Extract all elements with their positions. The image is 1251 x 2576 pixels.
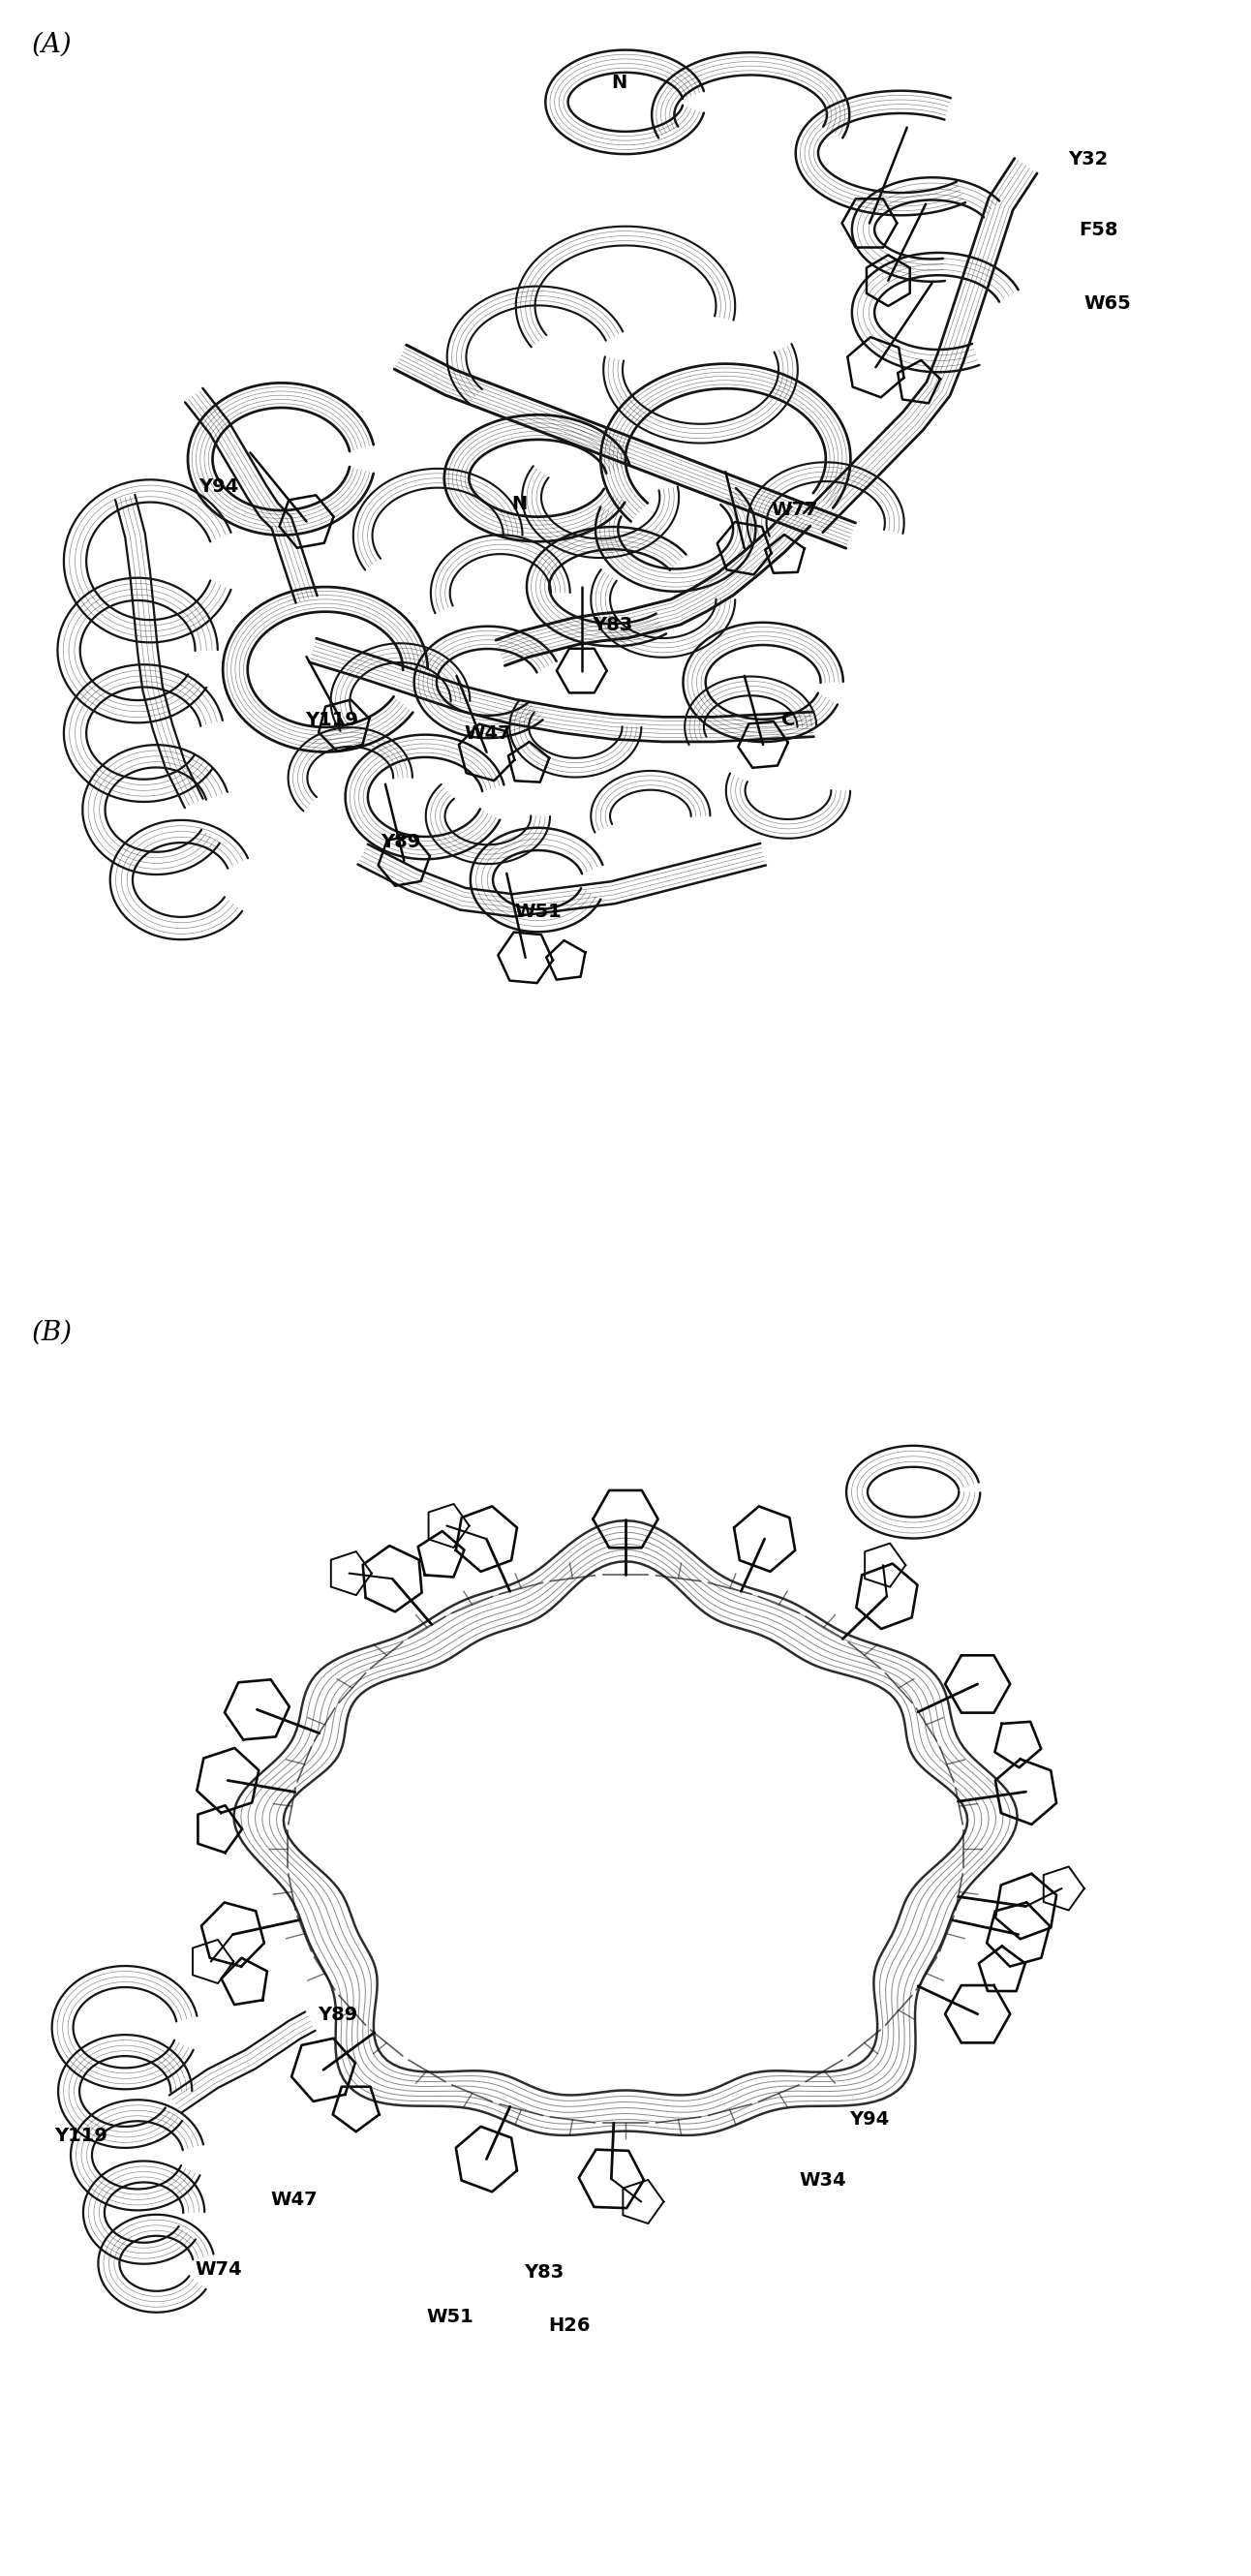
Text: W47: W47 xyxy=(464,724,512,742)
Text: Y83: Y83 xyxy=(593,616,633,634)
Text: Y89: Y89 xyxy=(318,2007,358,2025)
Text: Y32: Y32 xyxy=(1068,149,1108,167)
Text: Y94: Y94 xyxy=(849,2110,889,2128)
Text: W77: W77 xyxy=(771,500,818,520)
Text: W74: W74 xyxy=(195,2262,243,2280)
Text: Y94: Y94 xyxy=(199,479,239,497)
Text: Y119: Y119 xyxy=(55,2128,108,2146)
Text: N: N xyxy=(512,495,527,513)
Text: W65: W65 xyxy=(1083,294,1131,312)
Text: H26: H26 xyxy=(548,2316,590,2336)
Text: W51: W51 xyxy=(514,902,562,920)
Text: Y119: Y119 xyxy=(305,711,358,729)
Text: N: N xyxy=(612,75,627,93)
Text: Y89: Y89 xyxy=(380,832,420,850)
Text: (B): (B) xyxy=(31,1319,73,1347)
Text: W51: W51 xyxy=(427,2308,474,2326)
Text: Y83: Y83 xyxy=(524,2264,564,2282)
Text: F58: F58 xyxy=(1078,222,1118,240)
Text: C: C xyxy=(781,711,796,729)
Text: (A): (A) xyxy=(31,31,71,59)
Text: W34: W34 xyxy=(799,2172,847,2190)
Text: W47: W47 xyxy=(270,2190,318,2208)
